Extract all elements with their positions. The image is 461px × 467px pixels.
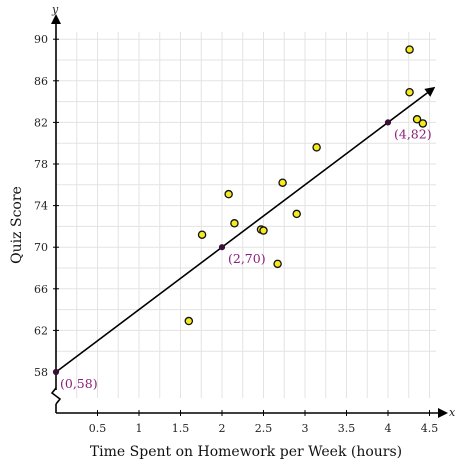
y-tick-label: 78 <box>34 158 48 171</box>
grid-lines <box>56 32 436 398</box>
x-tick-label: 4.5 <box>421 422 439 435</box>
x-tick-label: 1 <box>136 422 143 435</box>
x-axis-letter: x <box>449 406 456 419</box>
point-annotation: (2,70) <box>228 251 266 266</box>
data-point <box>412 115 422 124</box>
trend-line-group <box>55 86 436 373</box>
data-point <box>224 189 233 199</box>
labeled-point-marker <box>52 368 60 376</box>
x-tick-label: 3.5 <box>338 422 356 435</box>
data-point <box>273 259 282 269</box>
x-tick-label: 0.5 <box>89 422 107 435</box>
point-annotation: (4,82) <box>394 126 432 141</box>
x-tick-label: 3 <box>302 422 309 435</box>
x-tick-label: 2.5 <box>255 422 273 435</box>
data-points <box>184 45 428 326</box>
y-tick-label: 74 <box>34 200 48 213</box>
data-point <box>230 219 239 228</box>
data-point <box>292 209 301 219</box>
data-point <box>278 178 287 187</box>
x-axis-title: Time Spent on Homework per Week (hours) <box>90 444 402 460</box>
point-annotations: (0,58) (2,70) (4,82) <box>52 119 432 391</box>
axes <box>50 14 448 418</box>
y-axis-title: Quiz Score <box>9 186 25 264</box>
y-tick-label: 82 <box>34 116 48 129</box>
y-tick-label: 58 <box>34 366 48 379</box>
data-point <box>259 226 268 235</box>
data-point <box>197 230 207 239</box>
x-tick-label: 1.5 <box>172 422 190 435</box>
data-point <box>184 316 194 326</box>
data-point <box>418 119 428 128</box>
tick-labels: 0.5 1 1.5 2 2.5 3 3.5 4 4.5 58 62 66 70 74 78 82 86 90 <box>34 33 438 435</box>
trend-line <box>55 86 436 373</box>
y-axis-break-mark <box>50 387 62 405</box>
data-point <box>405 87 414 97</box>
y-tick-label: 62 <box>34 324 48 337</box>
y-axis-letter: y <box>51 3 59 16</box>
y-tick-label: 66 <box>34 283 48 296</box>
y-tick-label: 86 <box>34 75 48 88</box>
x-tick-label: 4 <box>385 422 392 435</box>
data-point <box>405 45 414 54</box>
labeled-point-marker <box>218 244 226 251</box>
point-annotation: (0,58) <box>60 376 98 391</box>
labeled-point-marker <box>384 119 392 126</box>
y-tick-label: 70 <box>34 241 48 254</box>
y-tick-label: 90 <box>34 33 48 46</box>
data-point <box>312 143 321 152</box>
x-tick-label: 2 <box>219 422 226 435</box>
